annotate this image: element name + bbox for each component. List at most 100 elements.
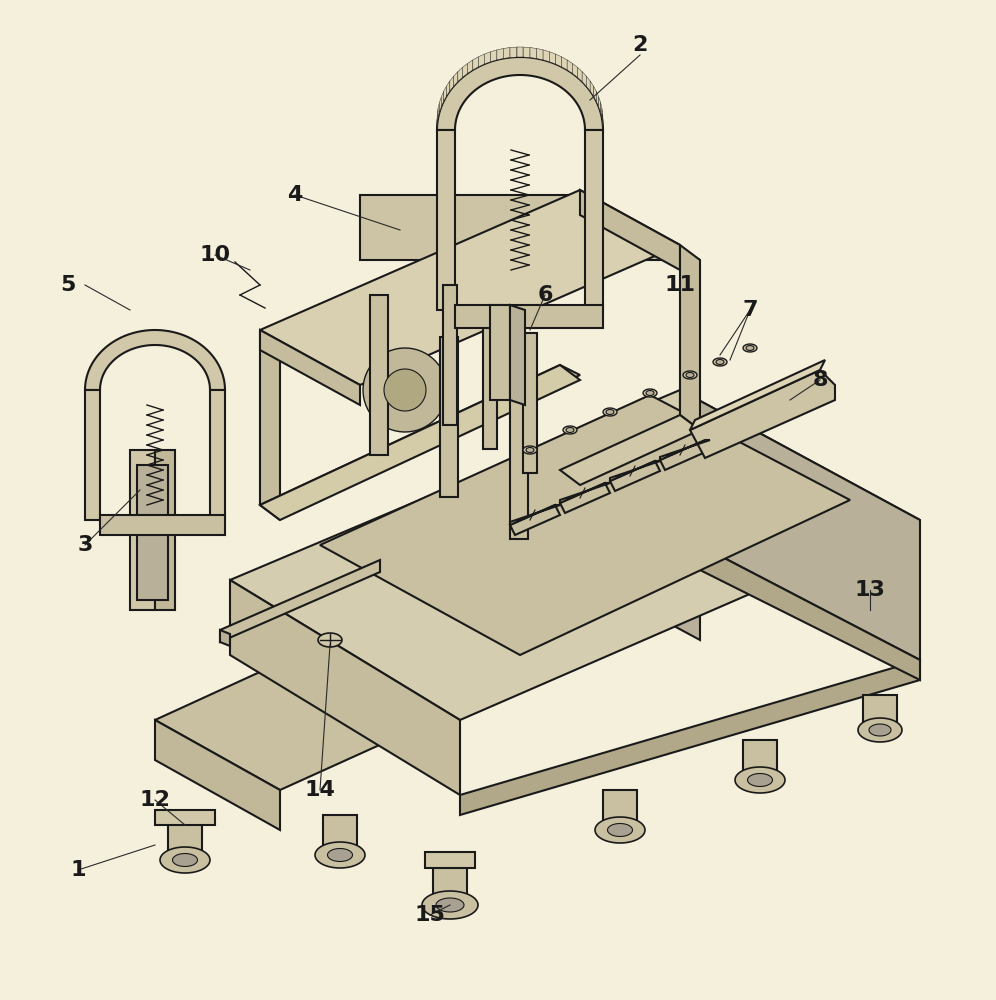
Text: 14: 14 [305, 780, 336, 800]
Polygon shape [580, 190, 680, 270]
Polygon shape [384, 369, 426, 411]
Polygon shape [748, 774, 773, 786]
Polygon shape [606, 410, 614, 414]
Polygon shape [230, 390, 920, 720]
Polygon shape [260, 365, 580, 515]
Text: 7: 7 [742, 300, 758, 320]
Polygon shape [497, 48, 503, 60]
Polygon shape [260, 330, 280, 520]
Polygon shape [85, 330, 225, 390]
Polygon shape [573, 63, 578, 77]
Polygon shape [608, 824, 632, 836]
Polygon shape [260, 330, 360, 405]
Polygon shape [743, 344, 757, 352]
Polygon shape [510, 379, 528, 539]
Polygon shape [462, 63, 467, 77]
Polygon shape [523, 47, 530, 58]
Text: 4: 4 [287, 185, 303, 205]
Polygon shape [155, 530, 700, 790]
Polygon shape [587, 76, 591, 91]
Polygon shape [517, 47, 523, 57]
Polygon shape [713, 358, 727, 366]
Polygon shape [137, 465, 168, 600]
Polygon shape [440, 337, 458, 497]
Polygon shape [560, 415, 700, 485]
Polygon shape [735, 767, 785, 793]
Polygon shape [560, 483, 610, 513]
Polygon shape [526, 448, 534, 452]
Polygon shape [680, 390, 920, 660]
Polygon shape [870, 724, 891, 736]
Polygon shape [473, 57, 478, 70]
Polygon shape [315, 842, 365, 868]
Polygon shape [437, 130, 455, 310]
Polygon shape [85, 390, 100, 520]
Text: 10: 10 [199, 245, 230, 265]
Polygon shape [530, 48, 537, 58]
Polygon shape [130, 450, 155, 610]
Polygon shape [220, 630, 230, 646]
Polygon shape [491, 50, 497, 62]
Text: 6: 6 [537, 285, 553, 305]
Polygon shape [680, 535, 920, 680]
Polygon shape [585, 130, 603, 310]
Polygon shape [582, 72, 587, 86]
Text: 15: 15 [414, 905, 445, 925]
Polygon shape [599, 97, 601, 113]
Text: 11: 11 [664, 275, 695, 295]
Polygon shape [716, 360, 724, 364]
Polygon shape [260, 190, 680, 385]
Text: 3: 3 [78, 535, 93, 555]
Polygon shape [743, 740, 777, 782]
Polygon shape [318, 633, 342, 647]
Polygon shape [601, 103, 602, 118]
Polygon shape [370, 295, 388, 455]
Polygon shape [155, 810, 215, 825]
Polygon shape [660, 440, 710, 470]
Polygon shape [446, 81, 450, 96]
Polygon shape [422, 891, 478, 919]
Polygon shape [537, 48, 543, 60]
Polygon shape [443, 86, 446, 101]
Polygon shape [578, 67, 582, 82]
Polygon shape [510, 305, 525, 405]
Polygon shape [439, 97, 441, 113]
Polygon shape [683, 371, 697, 379]
Polygon shape [450, 76, 453, 91]
Polygon shape [364, 348, 447, 432]
Polygon shape [160, 847, 210, 873]
Polygon shape [570, 530, 700, 640]
Polygon shape [437, 57, 603, 130]
Polygon shape [260, 365, 580, 520]
Polygon shape [680, 245, 700, 430]
Polygon shape [100, 515, 225, 535]
Polygon shape [425, 852, 475, 868]
Polygon shape [523, 333, 537, 473]
Polygon shape [510, 505, 560, 525]
Polygon shape [556, 54, 562, 67]
Polygon shape [443, 285, 457, 425]
Polygon shape [168, 820, 202, 862]
Text: 13: 13 [855, 580, 885, 600]
Polygon shape [543, 50, 550, 62]
Polygon shape [210, 390, 225, 520]
Polygon shape [433, 862, 467, 907]
Polygon shape [610, 461, 660, 481]
Polygon shape [597, 91, 599, 107]
Polygon shape [686, 373, 694, 377]
Polygon shape [436, 898, 464, 912]
Polygon shape [320, 395, 850, 655]
Polygon shape [510, 47, 517, 58]
Polygon shape [690, 370, 835, 458]
Polygon shape [562, 57, 567, 70]
Polygon shape [595, 817, 645, 843]
Polygon shape [323, 815, 357, 857]
Polygon shape [660, 440, 710, 460]
Polygon shape [458, 67, 462, 82]
Polygon shape [230, 580, 460, 795]
Polygon shape [483, 309, 497, 449]
Polygon shape [563, 426, 577, 434]
Polygon shape [172, 854, 197, 866]
Polygon shape [566, 428, 574, 432]
Polygon shape [360, 195, 700, 260]
